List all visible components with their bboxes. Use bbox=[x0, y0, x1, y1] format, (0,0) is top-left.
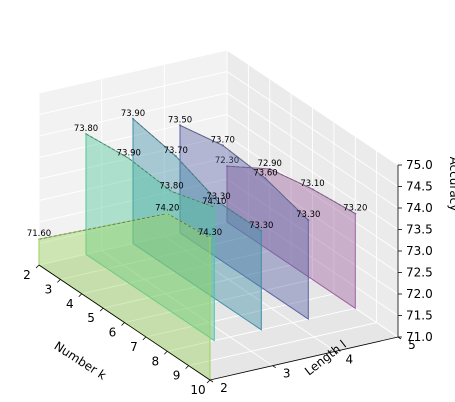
data-label: 73.30 bbox=[296, 210, 320, 220]
x-tick bbox=[142, 336, 147, 341]
x-tick-label: 5 bbox=[87, 311, 95, 325]
data-point bbox=[226, 165, 228, 168]
x-tick bbox=[163, 350, 168, 355]
grid-line-z bbox=[38, 49, 399, 166]
data-label: 73.30 bbox=[206, 192, 230, 202]
data-label: 74.30 bbox=[198, 228, 222, 238]
z-tick-label: 73.0 bbox=[406, 244, 433, 258]
y-tick-label: 2 bbox=[220, 381, 228, 395]
z-tick-label: 74.5 bbox=[406, 180, 433, 194]
x-axis-label: Number k bbox=[52, 339, 109, 383]
data-point bbox=[174, 155, 177, 158]
data-point bbox=[209, 237, 211, 240]
data-point bbox=[217, 201, 220, 204]
z-tick-label: 75.0 bbox=[406, 158, 433, 172]
grid-line-z bbox=[38, 71, 399, 187]
x-tick bbox=[57, 279, 61, 283]
x-tick bbox=[121, 322, 125, 326]
z-tick-label: 72.0 bbox=[406, 287, 433, 301]
series-line bbox=[85, 133, 215, 208]
grid-line-z bbox=[38, 92, 399, 209]
y-tick bbox=[209, 379, 214, 383]
y-tick-label: 4 bbox=[345, 352, 353, 366]
data-label: 72.30 bbox=[215, 156, 239, 166]
data-label: 73.80 bbox=[74, 124, 98, 134]
data-label: 74.20 bbox=[155, 204, 179, 214]
series-line bbox=[226, 165, 356, 214]
grid-line-z bbox=[38, 157, 399, 273]
data-label: 73.30 bbox=[249, 221, 273, 231]
data-label: 73.20 bbox=[343, 204, 367, 214]
y-tick-label: 3 bbox=[283, 367, 291, 381]
x-tick-label: 9 bbox=[173, 369, 181, 383]
z-tick-label: 71.5 bbox=[406, 309, 433, 323]
z-tick-label: 73.5 bbox=[406, 223, 433, 237]
data-point bbox=[179, 124, 181, 127]
data-point bbox=[354, 212, 357, 215]
data-point bbox=[260, 229, 263, 232]
data-point bbox=[268, 168, 271, 170]
x-tick-label: 7 bbox=[130, 340, 138, 354]
data-label: 73.70 bbox=[164, 146, 188, 156]
data-label: 74.10 bbox=[202, 197, 226, 207]
x-tick-label: 3 bbox=[45, 282, 53, 296]
y-tick-label: 5 bbox=[408, 338, 416, 352]
data-point bbox=[170, 190, 173, 193]
data-point bbox=[307, 219, 310, 222]
data-label: 73.70 bbox=[211, 135, 235, 145]
grid-line-z bbox=[38, 135, 399, 252]
x-tick bbox=[99, 307, 104, 312]
x-tick-label: 4 bbox=[66, 297, 74, 311]
z-axis-label: Accuracy bbox=[447, 157, 455, 212]
data-point bbox=[221, 144, 224, 147]
data-label: 73.80 bbox=[159, 181, 183, 191]
x-tick bbox=[185, 365, 189, 369]
series-line bbox=[132, 118, 262, 232]
x-tick-label: 2 bbox=[23, 268, 31, 282]
data-label: 73.10 bbox=[300, 179, 324, 189]
x-tick bbox=[206, 379, 211, 384]
x-tick-label: 10 bbox=[190, 383, 205, 397]
data-point bbox=[127, 157, 130, 160]
y-axis-line bbox=[209, 336, 399, 381]
data-point bbox=[38, 238, 40, 241]
data-label: 71.60 bbox=[27, 229, 51, 239]
data-point bbox=[213, 206, 216, 209]
y-tick bbox=[272, 365, 276, 368]
data-label: 73.60 bbox=[253, 169, 277, 179]
data-point bbox=[264, 177, 267, 180]
x-tick bbox=[35, 264, 40, 269]
z-tick-label: 72.5 bbox=[406, 266, 433, 280]
data-point bbox=[132, 117, 134, 120]
data-point bbox=[166, 212, 169, 215]
x-tick-label: 6 bbox=[109, 326, 117, 340]
data-label: 73.90 bbox=[121, 109, 145, 119]
data-label: 73.90 bbox=[117, 148, 141, 158]
data-point bbox=[85, 132, 87, 135]
z-tick-label: 74.0 bbox=[406, 201, 433, 215]
series-line bbox=[179, 124, 309, 221]
z-tick-label: 71.0 bbox=[406, 330, 433, 344]
data-label: 73.50 bbox=[168, 115, 192, 125]
series-layer: 72.30 72.90 73.10 73.20 73.50 73.70 73.60 73.30… bbox=[27, 109, 367, 381]
y-tick bbox=[335, 351, 339, 354]
data-point bbox=[311, 188, 314, 191]
x-tick bbox=[78, 293, 83, 298]
x-tick-label: 8 bbox=[151, 354, 159, 368]
data-label: 72.90 bbox=[258, 159, 282, 169]
